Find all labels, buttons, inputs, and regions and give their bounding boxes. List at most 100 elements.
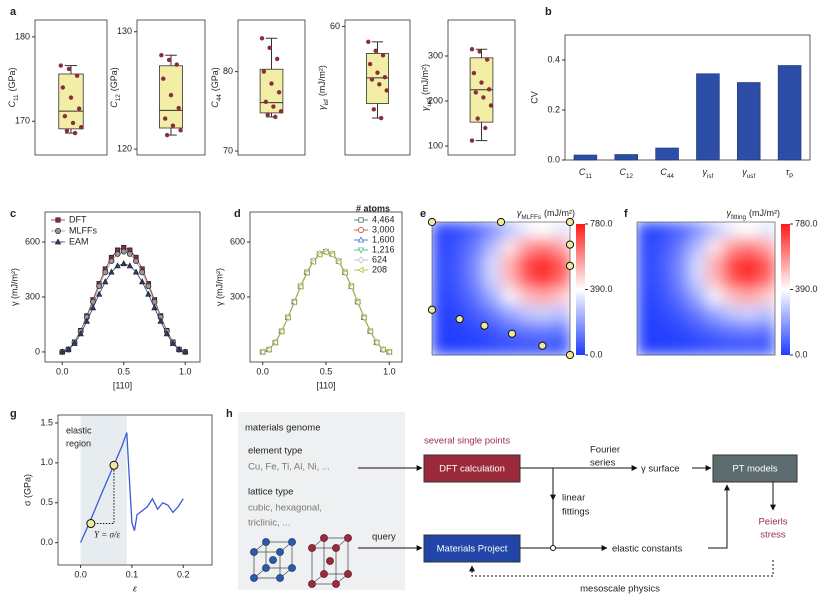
heatmap-cell	[466, 271, 485, 289]
marker	[139, 278, 146, 285]
data-point	[259, 36, 265, 41]
data-point	[479, 80, 484, 85]
marker	[157, 317, 164, 324]
heatmap-cell	[706, 288, 724, 306]
data-point	[377, 82, 382, 87]
data-point	[163, 116, 168, 121]
heatmap-cell	[688, 271, 707, 289]
heatmap-cell	[637, 305, 655, 323]
x-tick-label: 0.1	[126, 569, 139, 579]
heatmap-cell	[654, 305, 672, 323]
marker	[95, 290, 103, 297]
sample-point	[565, 240, 575, 249]
y-tick-label: 60	[330, 21, 340, 31]
subscript: usf	[747, 173, 756, 180]
symbol: γ	[517, 208, 522, 218]
data-point	[263, 99, 269, 104]
heatmap-cell	[501, 271, 519, 289]
colorbar	[576, 224, 585, 355]
pt-label: PT models	[732, 464, 777, 475]
x-axis-label: [110]	[316, 380, 335, 390]
marker	[357, 236, 365, 243]
marker	[77, 330, 84, 337]
x-tick-label: γusf	[742, 167, 755, 180]
data-point	[60, 85, 66, 90]
y-axis-label: γusf (mJ/m²)	[420, 64, 433, 111]
heatmap-cell	[688, 255, 707, 273]
y-tick-label: 0.0	[40, 537, 53, 547]
region-label: region	[66, 438, 91, 448]
heatmap-cell	[449, 288, 467, 306]
data-point	[469, 138, 475, 143]
data-point	[76, 106, 82, 111]
data-point	[72, 130, 78, 136]
series-line	[62, 251, 186, 353]
marker	[354, 299, 361, 306]
heatmap-cell	[449, 321, 467, 339]
subscript: usf	[426, 98, 433, 107]
heatmap-cell	[740, 288, 759, 306]
heatmap-cell	[518, 255, 536, 273]
heatmap-cell	[466, 238, 485, 256]
data-point	[164, 132, 170, 138]
heatmap-cell	[449, 238, 467, 256]
heatmap-cell	[432, 288, 450, 306]
heatmap-cell	[654, 255, 672, 273]
heatmap-cell	[535, 288, 554, 306]
heatmap-cell	[432, 338, 450, 356]
heatmap-cell	[654, 222, 672, 240]
genome-panel	[238, 412, 405, 590]
dft-box	[423, 454, 521, 483]
data-point	[469, 47, 475, 52]
heatmap-frame	[636, 221, 776, 356]
marker	[322, 249, 329, 256]
plot-frame	[44, 211, 201, 363]
heatmap-cell	[432, 222, 450, 240]
x-tick-label: 0.2	[177, 569, 190, 579]
marker	[114, 262, 121, 269]
subscript: isf	[323, 99, 330, 106]
symbol: γ	[317, 105, 327, 110]
marker	[265, 346, 272, 353]
heatmap-cell	[637, 288, 655, 306]
highlight-point	[86, 519, 96, 529]
data-point	[380, 53, 386, 58]
heatmap-cell	[501, 338, 519, 356]
heatmap-cell	[432, 255, 450, 273]
fourier-label: Fourier	[590, 445, 620, 456]
marker	[133, 258, 139, 265]
marker	[357, 256, 365, 264]
cubic-crystal-icon	[250, 538, 296, 582]
unit: (mJ/m²)	[544, 208, 575, 218]
subscript: P	[789, 173, 793, 180]
junction	[550, 545, 556, 551]
y-tick-label: 0	[35, 346, 40, 356]
legend-label: 624	[372, 254, 387, 264]
heatmap-cell	[432, 271, 450, 289]
data-point	[473, 90, 479, 95]
unit: (GPa)	[210, 67, 220, 91]
y-axis-label: C44 (GPa)	[210, 67, 223, 108]
heatmap-cell	[723, 238, 741, 256]
heatmap-title: γfitting (mJ/m²)	[726, 208, 780, 221]
heatmap-cell	[723, 255, 741, 273]
heatmap-cell	[706, 222, 724, 240]
data-point	[58, 63, 63, 68]
sample-point	[455, 314, 464, 324]
subscript: isf	[707, 173, 714, 180]
data-point	[375, 70, 380, 75]
heatmap-cell	[552, 321, 571, 339]
panel-label: g	[10, 408, 17, 420]
marker	[114, 250, 121, 257]
bar	[777, 65, 802, 161]
marker	[145, 290, 152, 297]
y-tick-label: 0.4	[547, 54, 560, 64]
linear-label: linear	[562, 493, 585, 504]
panel-label: d	[234, 208, 241, 220]
heatmap-cell	[552, 288, 571, 306]
y-tick-label: 1.5	[40, 417, 53, 427]
y-axis-label: C12 (GPa)	[109, 67, 122, 108]
heatmap-cell	[671, 338, 690, 356]
legend-label: DFT	[69, 214, 87, 224]
y-tick-label: 70	[223, 145, 233, 155]
